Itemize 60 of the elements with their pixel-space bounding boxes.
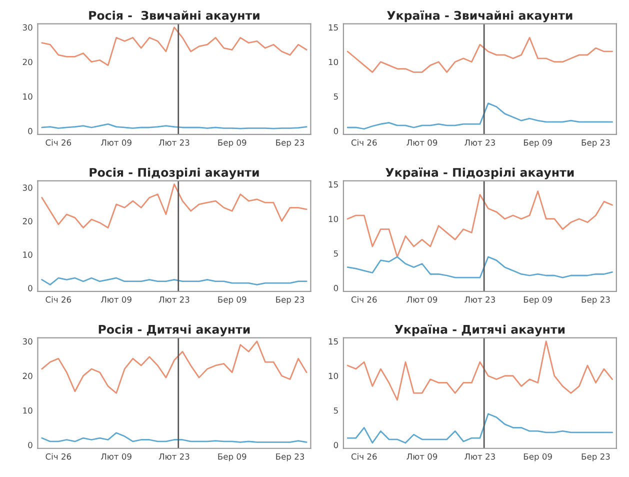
x-tick-label: Бер 23 <box>582 296 610 304</box>
y-tick-label: 10 <box>23 407 32 414</box>
x-tick-label: Лют 09 <box>406 296 438 303</box>
y-tick-label: 30 <box>22 338 32 345</box>
y-tick-label: 15 <box>328 338 338 345</box>
y-tick-label: 10 <box>328 372 338 380</box>
x-tick-label: Бер 23 <box>582 139 610 148</box>
y-tick-label: 5 <box>334 93 338 100</box>
x-tick-label: Бер 09 <box>524 453 552 462</box>
y-tick-label: 20 <box>22 218 32 224</box>
x-tick-label: Січ 26 <box>46 296 72 303</box>
x-tick-label: Січ 26 <box>351 453 377 460</box>
x-tick-label: Січ 26 <box>46 453 72 460</box>
y-tick-label: 10 <box>328 216 338 222</box>
x-tick-label: Лют 23 <box>158 296 190 303</box>
x-tick-label: Бер 23 <box>276 296 304 304</box>
x-tick-label: Лют 23 <box>464 453 495 460</box>
x-tick-label: Січ 26 <box>351 296 377 303</box>
x-tick-label: Бер 23 <box>582 453 610 462</box>
y-tick-label: 10 <box>23 93 32 100</box>
x-tick-label: Лют 09 <box>406 453 438 460</box>
y-tick-label: 15 <box>328 24 338 31</box>
x-tick-label: Бер 09 <box>524 139 552 148</box>
y-tick-label: 10 <box>328 58 338 66</box>
x-tick-label: Бер 09 <box>524 296 552 304</box>
y-tick-label: 5 <box>334 407 338 414</box>
y-tick-label: 0 <box>28 128 32 134</box>
chart-title: Росія - Підозрілі акаунти <box>90 168 259 180</box>
x-tick-label: Бер 09 <box>218 296 246 304</box>
chart-title: Україна - Підозрілі акаунти <box>386 168 574 180</box>
x-tick-label: Лют 09 <box>100 453 132 460</box>
y-tick-label: 5 <box>334 250 338 257</box>
y-tick-label: 10 <box>23 252 32 258</box>
x-tick-label: Бер 23 <box>276 453 304 462</box>
y-tick-label: 30 <box>22 24 32 31</box>
y-tick-label: 20 <box>22 58 32 66</box>
x-tick-label: Бер 09 <box>218 139 246 148</box>
x-tick-label: Січ 26 <box>351 139 377 146</box>
x-tick-label: Бер 09 <box>218 453 246 462</box>
chart-title: Росія - Дитячі акаунти <box>98 324 250 336</box>
x-tick-label: Бер 23 <box>276 139 304 148</box>
x-tick-label: Лют 09 <box>100 296 132 303</box>
y-tick-label: 30 <box>22 184 32 191</box>
y-tick-label: 0 <box>334 284 338 292</box>
x-tick-label: Лют 23 <box>464 139 495 146</box>
x-tick-label: Лют 23 <box>158 139 190 146</box>
y-tick-label: 0 <box>28 442 32 448</box>
y-tick-label: 0 <box>334 128 338 134</box>
x-tick-label: Лют 09 <box>100 139 132 146</box>
y-tick-label: 20 <box>22 372 32 380</box>
chart-title: Росія - Звичайні акаунти <box>89 10 260 22</box>
x-tick-label: Лют 09 <box>406 139 438 146</box>
x-tick-label: Лют 23 <box>158 453 190 460</box>
chart-title: Україна - Дитячі акаунти <box>394 324 565 336</box>
x-tick-label: Лют 23 <box>464 296 495 303</box>
y-tick-label: 0 <box>334 442 338 448</box>
chart-title: Україна - Звичайні акаунти <box>387 10 572 22</box>
y-tick-label: 15 <box>328 181 338 188</box>
x-tick-label: Січ 26 <box>46 139 72 146</box>
y-tick-label: 0 <box>28 285 32 292</box>
